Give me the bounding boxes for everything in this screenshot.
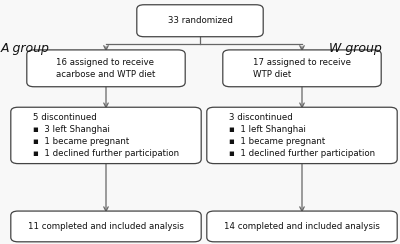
FancyBboxPatch shape: [11, 211, 201, 242]
Text: 17 assigned to receive
WTP diet: 17 assigned to receive WTP diet: [253, 58, 351, 79]
FancyBboxPatch shape: [137, 5, 263, 37]
Text: 14 completed and included analysis: 14 completed and included analysis: [224, 222, 380, 231]
FancyBboxPatch shape: [11, 107, 201, 163]
Text: 33 randomized: 33 randomized: [168, 16, 232, 25]
Text: 5 discontinued
▪  3 left Shanghai
▪  1 became pregnant
▪  1 declined further par: 5 discontinued ▪ 3 left Shanghai ▪ 1 bec…: [33, 113, 179, 158]
FancyBboxPatch shape: [207, 211, 397, 242]
Text: A group: A group: [1, 42, 50, 55]
FancyBboxPatch shape: [27, 50, 185, 87]
Text: W group: W group: [329, 42, 382, 55]
FancyBboxPatch shape: [223, 50, 381, 87]
Text: 11 completed and included analysis: 11 completed and included analysis: [28, 222, 184, 231]
Text: 3 discontinued
▪  1 left Shanghai
▪  1 became pregnant
▪  1 declined further par: 3 discontinued ▪ 1 left Shanghai ▪ 1 bec…: [229, 113, 375, 158]
Text: 16 assigned to receive
acarbose and WTP diet: 16 assigned to receive acarbose and WTP …: [56, 58, 156, 79]
FancyBboxPatch shape: [207, 107, 397, 163]
